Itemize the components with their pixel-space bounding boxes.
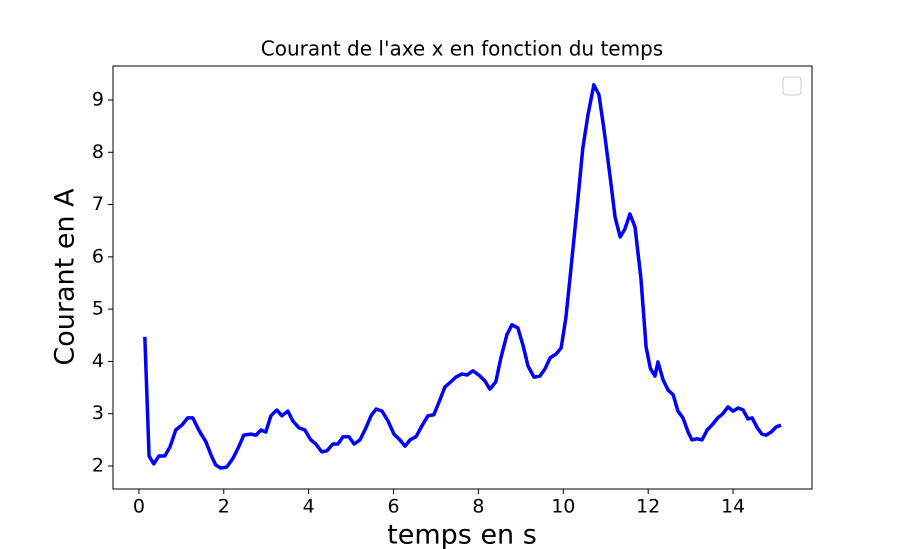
y-tick-label: 5 — [92, 298, 104, 320]
x-tick-label: 8 — [472, 496, 484, 518]
x-tick-label: 4 — [303, 496, 315, 518]
x-tick-label: 6 — [387, 496, 399, 518]
plot-frame — [112, 65, 813, 490]
legend — [782, 76, 802, 96]
y-tick-label: 4 — [92, 350, 104, 372]
data-line — [143, 83, 782, 470]
x-tick-label: 14 — [721, 496, 745, 518]
y-tick-label: 8 — [92, 141, 104, 163]
x-tick-label: 2 — [218, 496, 230, 518]
y-axis-label: Courant en A — [50, 188, 81, 366]
chart-title: Courant de l'axe x en fonction du temps — [261, 37, 663, 61]
x-tick-label: 12 — [636, 496, 660, 518]
x-tick-label: 0 — [133, 496, 145, 518]
y-tick-label: 6 — [92, 245, 104, 267]
y-tick-label: 2 — [92, 454, 104, 476]
y-tick-label: 7 — [92, 193, 104, 215]
x-axis-label: temps en s — [387, 520, 537, 549]
y-tick-label: 9 — [92, 88, 104, 110]
x-tick-label: 10 — [551, 496, 575, 518]
y-tick-label: 3 — [92, 402, 104, 424]
